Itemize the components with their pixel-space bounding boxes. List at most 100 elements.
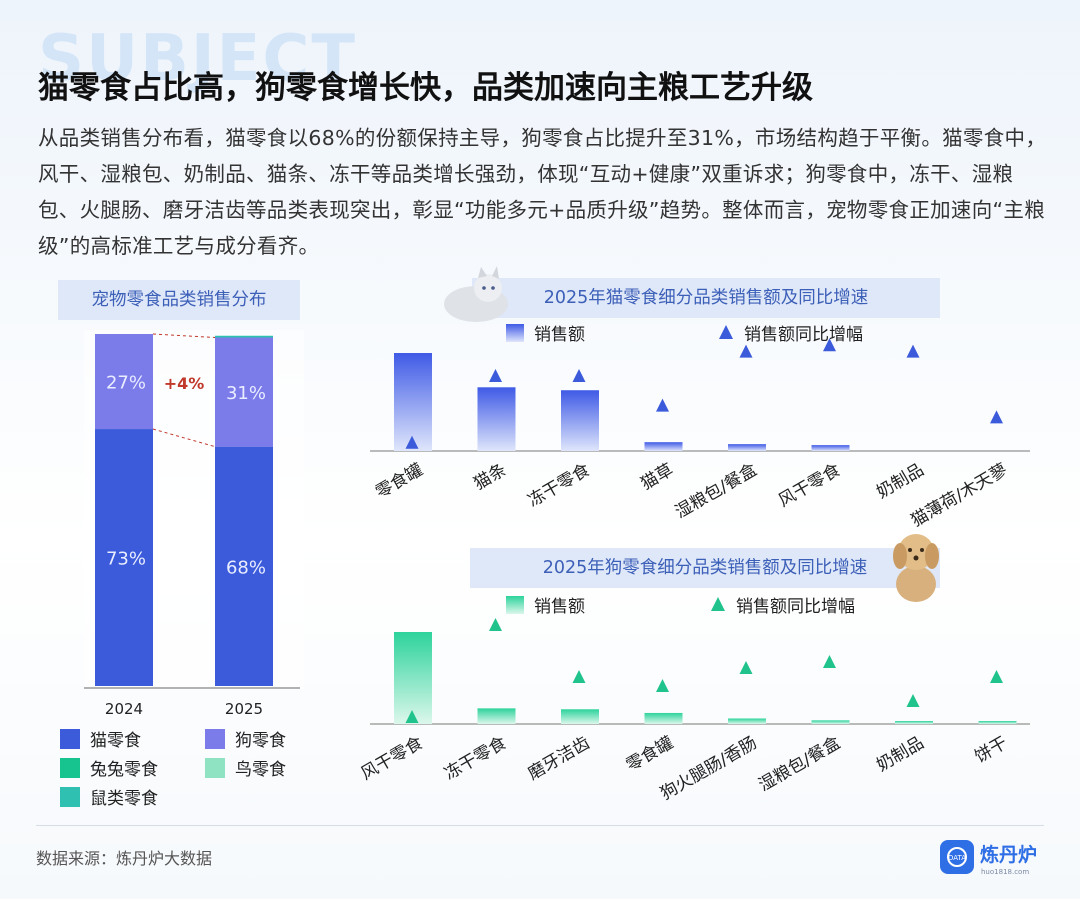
legend-swatch-2 [205,729,225,749]
legend-swatch-1 [60,729,80,749]
cat-legend-tri-label: 销售额同比增幅 [744,325,863,345]
page-description: 从品类销售分布看，猫零食以68%的份额保持主导，狗零食占比提升至31%，市场结构… [38,126,1047,258]
legend-label-3: 兔兔零食 [90,760,158,780]
cat-growth-marker-5 [739,344,753,358]
footer-divider [36,825,1044,826]
stacked-bar-2025-2 [215,337,273,447]
growth-annotation: +4% [164,374,205,393]
legend-swatch-3 [60,758,80,778]
dog-illustration-eye-right [920,548,924,552]
cat-illustration-ear-right [492,266,499,279]
dog-legend-bar-label: 销售额 [534,597,585,617]
cat-chart-title: 2025年猫零食细分品类销售额及同比增速 [472,278,940,318]
brand-name: 炼丹炉 [980,843,1037,866]
dog-bar-2 [477,708,516,724]
dog-growth-marker-4 [656,679,669,692]
dog-growth-marker-2 [489,618,502,631]
cat-bar-1 [394,353,432,451]
cat-x-tick-2: 猫条 [471,460,510,494]
dog-x-tick-4: 零食罐 [623,733,677,776]
stacked-bar-2024-2 [95,334,153,430]
dog-growth-marker-6 [823,655,836,668]
stacked-chart-title: 宠物零食品类销售分布 [58,280,300,320]
dog-illustration-ear-right [925,543,939,569]
cat-legend-tri-swatch [719,325,733,339]
cat-illustration-eye-left [482,286,486,290]
stacked-bar-2025-1 [215,446,273,686]
dog-illustration-nose [913,555,919,561]
legend-label-5: 鼠类零食 [90,789,158,809]
legend-swatch-4 [205,758,225,778]
stacked-label-2025-2: 31% [226,383,266,404]
dog-bar-6 [811,720,850,724]
dog-x-tick-6: 湿粮包/餐盒 [755,733,844,796]
dog-bar-8 [978,721,1017,724]
dog-x-tick-7: 奶制品 [873,733,927,776]
dog-illustration-ear-left [893,543,907,569]
brand-url: huo1818.com [981,868,1029,876]
stacked-label-2025-1: 68% [226,557,266,578]
cat-illustration-head [474,274,502,302]
dog-growth-marker-8 [990,670,1003,683]
dog-illustration-eye-left [908,548,912,552]
cat-x-tick-3: 冻干零食 [525,460,594,511]
brand-badge-text: DATA [948,854,966,862]
dog-x-tick-3: 磨牙洁齿 [525,733,594,784]
dog-legend-tri-swatch [711,597,725,611]
page-title: 猫零食占比高，狗零食增长快，品类加速向主粮工艺升级 [38,70,813,106]
cat-bar-2 [477,387,516,451]
dog-bar-1 [394,632,432,724]
cat-bar-5 [728,444,766,451]
brand-logo: DATA 炼丹炉 huo1818.com [940,838,1052,878]
cat-growth-marker-6 [823,338,836,352]
cat-legend-bar-label: 销售额 [534,325,585,345]
cat-illustration-ear-left [478,267,487,278]
legend-label-4: 鸟零食 [235,760,286,780]
connector-cat [152,428,216,448]
cat-growth-marker-4 [656,398,669,412]
cat-illustration-eye-right [491,286,495,290]
dog-legend-bar-swatch [506,596,524,614]
dog-growth-marker-5 [739,661,753,674]
stacked-bar-2024-1 [95,429,153,686]
dog-legend-tri-label: 销售额同比增幅 [736,597,855,617]
dog-bar-7 [895,721,933,724]
cat-x-tick-6: 风干零食 [775,460,844,511]
dog-bar-5 [728,718,766,724]
dog-growth-marker-7 [906,694,920,707]
cat-growth-marker-1 [405,435,419,449]
cat-legend-bar-swatch [506,324,524,342]
cat-growth-marker-3 [572,368,586,382]
cat-x-tick-1: 零食罐 [372,460,426,503]
cat-growth-marker-2 [489,368,502,382]
stacked-x-tick-2024: 2024 [105,700,143,718]
connector-dog [152,333,216,339]
dog-chart-title: 2025年狗零食细分品类销售额及同比增速 [470,548,940,588]
cat-bar-6 [811,445,850,451]
stacked-bar-2025-5 [215,335,273,338]
source-note: 数据来源：炼丹炉大数据 [36,849,213,868]
dog-illustration-body [896,566,936,602]
cat-growth-marker-8 [990,410,1003,424]
cat-x-tick-7: 奶制品 [873,460,927,503]
legend-label-2: 狗零食 [235,731,286,751]
dog-bar-4 [644,712,683,724]
stacked-label-2024-1: 73% [106,549,146,570]
dog-x-tick-8: 饼干 [972,733,1011,767]
cat-x-tick-5: 湿粮包/餐盒 [672,460,761,523]
watermark-text: SUBJECT [38,22,357,96]
dog-bar-3 [561,709,599,724]
legend-swatch-5 [60,787,80,807]
stacked-label-2024-2: 27% [106,373,146,394]
legend-label-1: 猫零食 [90,731,141,751]
dog-x-tick-1: 风干零食 [358,733,427,784]
stacked-x-tick-2025: 2025 [225,700,263,718]
cat-bar-4 [644,442,683,451]
cat-growth-marker-7 [906,344,920,358]
dog-x-tick-2: 冻干零食 [441,733,510,784]
dog-growth-marker-1 [405,710,419,723]
dog-growth-marker-3 [572,670,586,683]
cat-bar-3 [561,390,599,451]
cat-x-tick-4: 猫草 [638,460,677,494]
